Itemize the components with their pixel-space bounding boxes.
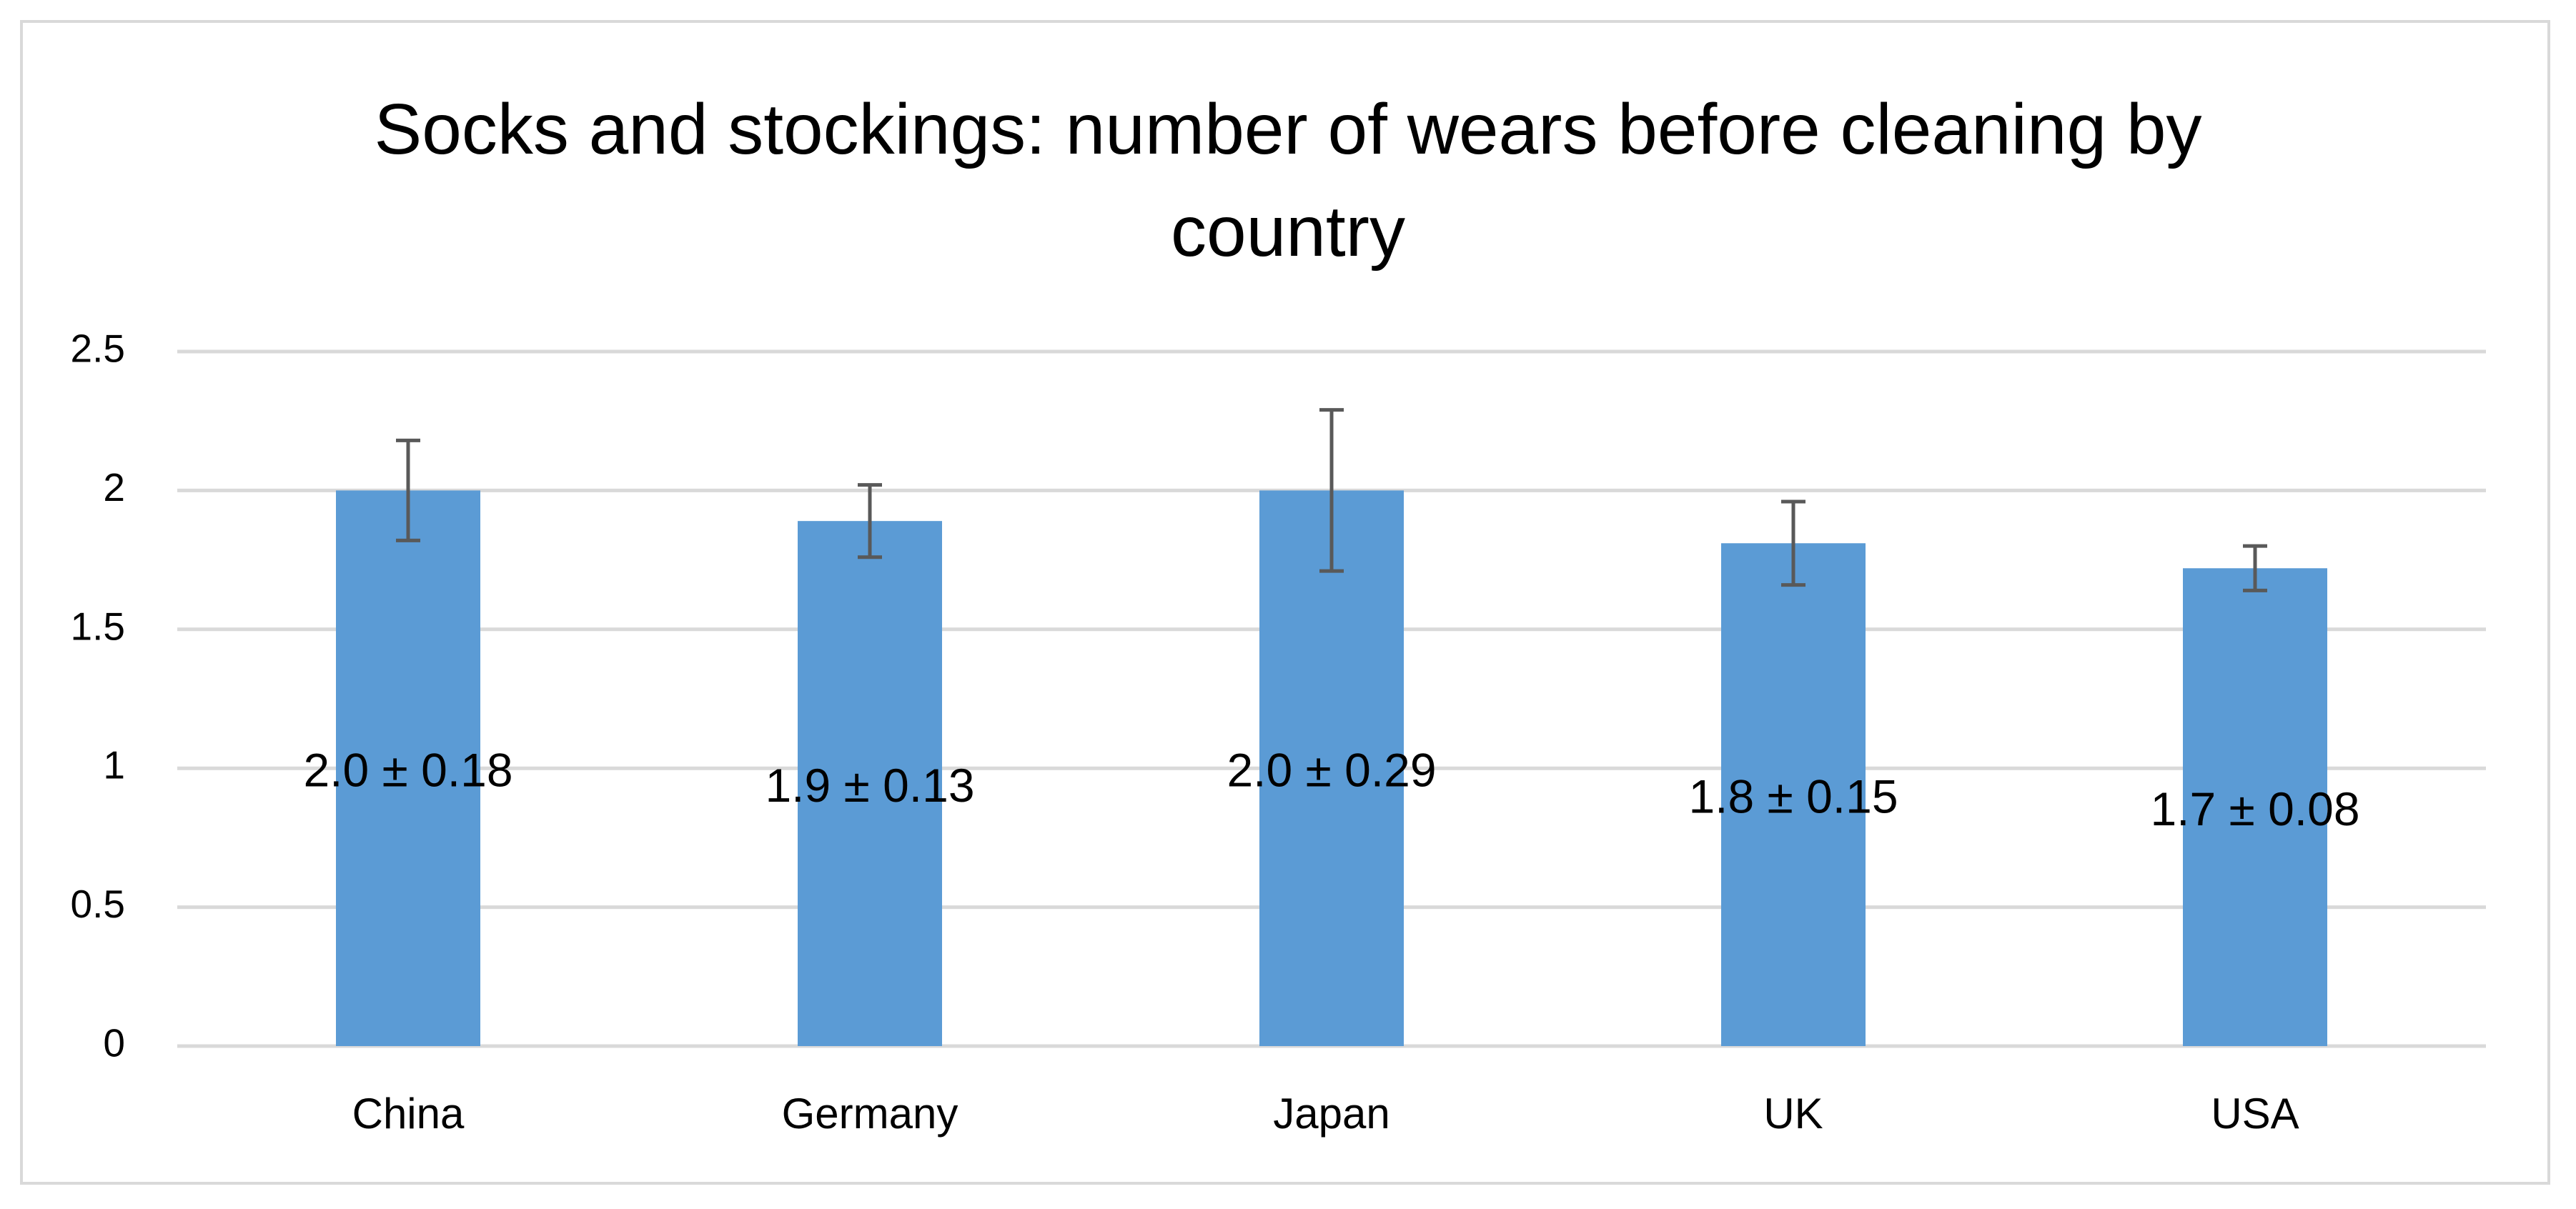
y-tick-label: 2.5 xyxy=(71,327,125,371)
x-tick-label: USA xyxy=(2211,1090,2299,1138)
x-tick-label: China xyxy=(352,1090,465,1138)
y-tick-label: 2 xyxy=(103,465,125,509)
bar xyxy=(1721,543,1866,1046)
data-label: 1.7 ± 0.08 xyxy=(2150,782,2359,835)
y-tick-label: 0 xyxy=(103,1021,125,1065)
x-tick-label: UK xyxy=(1763,1090,1823,1138)
bar xyxy=(798,521,942,1046)
y-tick-label: 1.5 xyxy=(71,604,125,648)
chart-title: Socks and stockings: number of wears bef… xyxy=(374,89,2202,272)
y-tick-label: 0.5 xyxy=(71,882,125,926)
x-tick-label: Japan xyxy=(1273,1090,1389,1138)
data-label: 1.8 ± 0.15 xyxy=(1688,770,1898,823)
data-label: 2.0 ± 0.18 xyxy=(303,744,512,797)
x-tick-label: Germany xyxy=(782,1090,958,1138)
bar xyxy=(1259,490,1404,1046)
data-label: 1.9 ± 0.13 xyxy=(765,759,974,812)
bar xyxy=(336,490,480,1046)
y-tick-label: 1 xyxy=(103,743,125,787)
bar xyxy=(2183,568,2327,1046)
data-label: 2.0 ± 0.29 xyxy=(1227,744,1436,797)
